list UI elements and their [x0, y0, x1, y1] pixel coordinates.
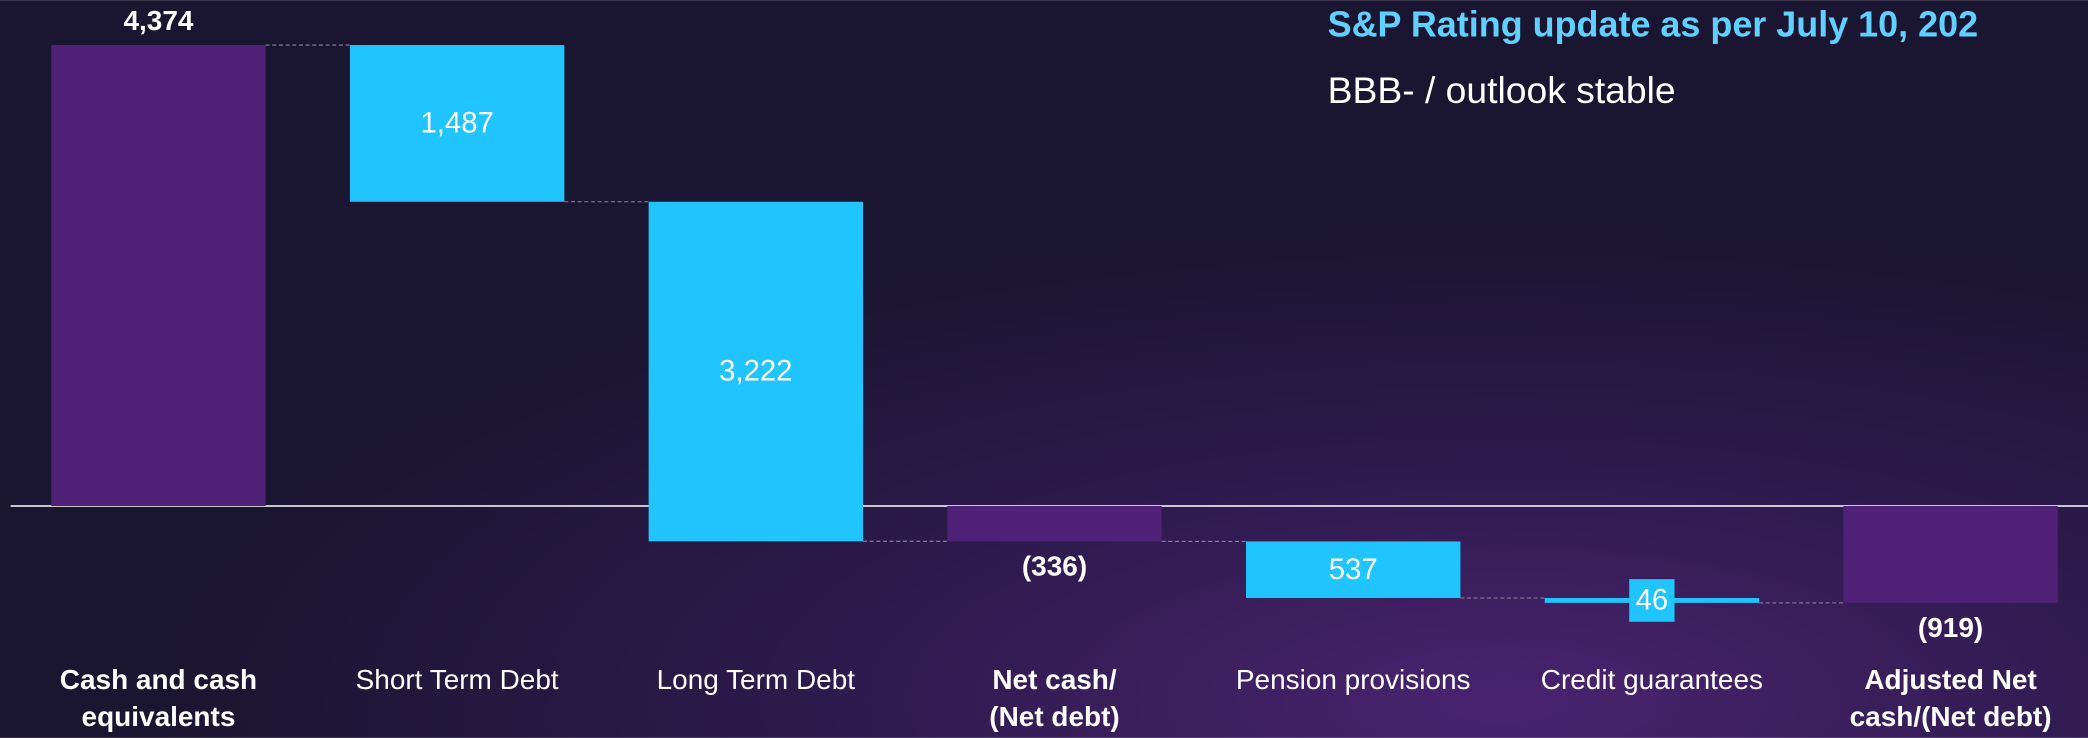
bar — [1246, 541, 1461, 599]
x-tick-label: Short Term Debt — [356, 664, 559, 695]
value-label: (919) — [1918, 612, 1983, 643]
x-tick-label-line: Long Term Debt — [657, 664, 856, 695]
x-tick-label: Pension provisions — [1236, 664, 1471, 695]
x-tick-label: Long Term Debt — [657, 664, 856, 695]
x-tick-label-line: Cash and cash — [60, 664, 257, 695]
value-label: 46 — [1636, 584, 1669, 617]
x-tick-label-line: Pension provisions — [1236, 664, 1471, 695]
x-tick-label: Net cash/ (Net debt) — [989, 664, 1119, 732]
chart-subtitle: BBB- / outlook stable — [1328, 69, 1676, 111]
value-label: (336) — [1022, 550, 1087, 581]
x-tick-label-line: (Net debt) — [989, 702, 1119, 733]
x-tick-label: Adjusted Net cash/(Net debt) — [1850, 664, 2052, 732]
x-tick-label-line: cash/(Net debt) — [1850, 702, 2052, 733]
bar — [648, 201, 864, 542]
bar — [349, 45, 565, 202]
x-tick-label-line: Short Term Debt — [356, 664, 559, 695]
value-label: 4,374 — [123, 5, 193, 36]
value-label: 3,222 — [719, 355, 792, 388]
x-tick-label-line: Adjusted Net — [1864, 664, 2036, 695]
x-tick-label: Credit guarantees — [1541, 664, 1763, 695]
x-tick-label-line: equivalents — [82, 702, 236, 733]
x-tick-label-line: Credit guarantees — [1541, 664, 1763, 695]
value-label: 537 — [1329, 553, 1378, 586]
x-tick-label-line: Net cash/ — [992, 664, 1117, 695]
x-tick-label: Cash and cash equivalents — [60, 664, 257, 732]
bar — [947, 506, 1162, 542]
bar — [1843, 506, 2058, 603]
bar — [51, 45, 266, 507]
label-box — [1629, 579, 1675, 622]
value-label: 1,487 — [421, 106, 494, 139]
chart-title: S&P Rating update as per July 10, 202 — [1328, 3, 1978, 44]
